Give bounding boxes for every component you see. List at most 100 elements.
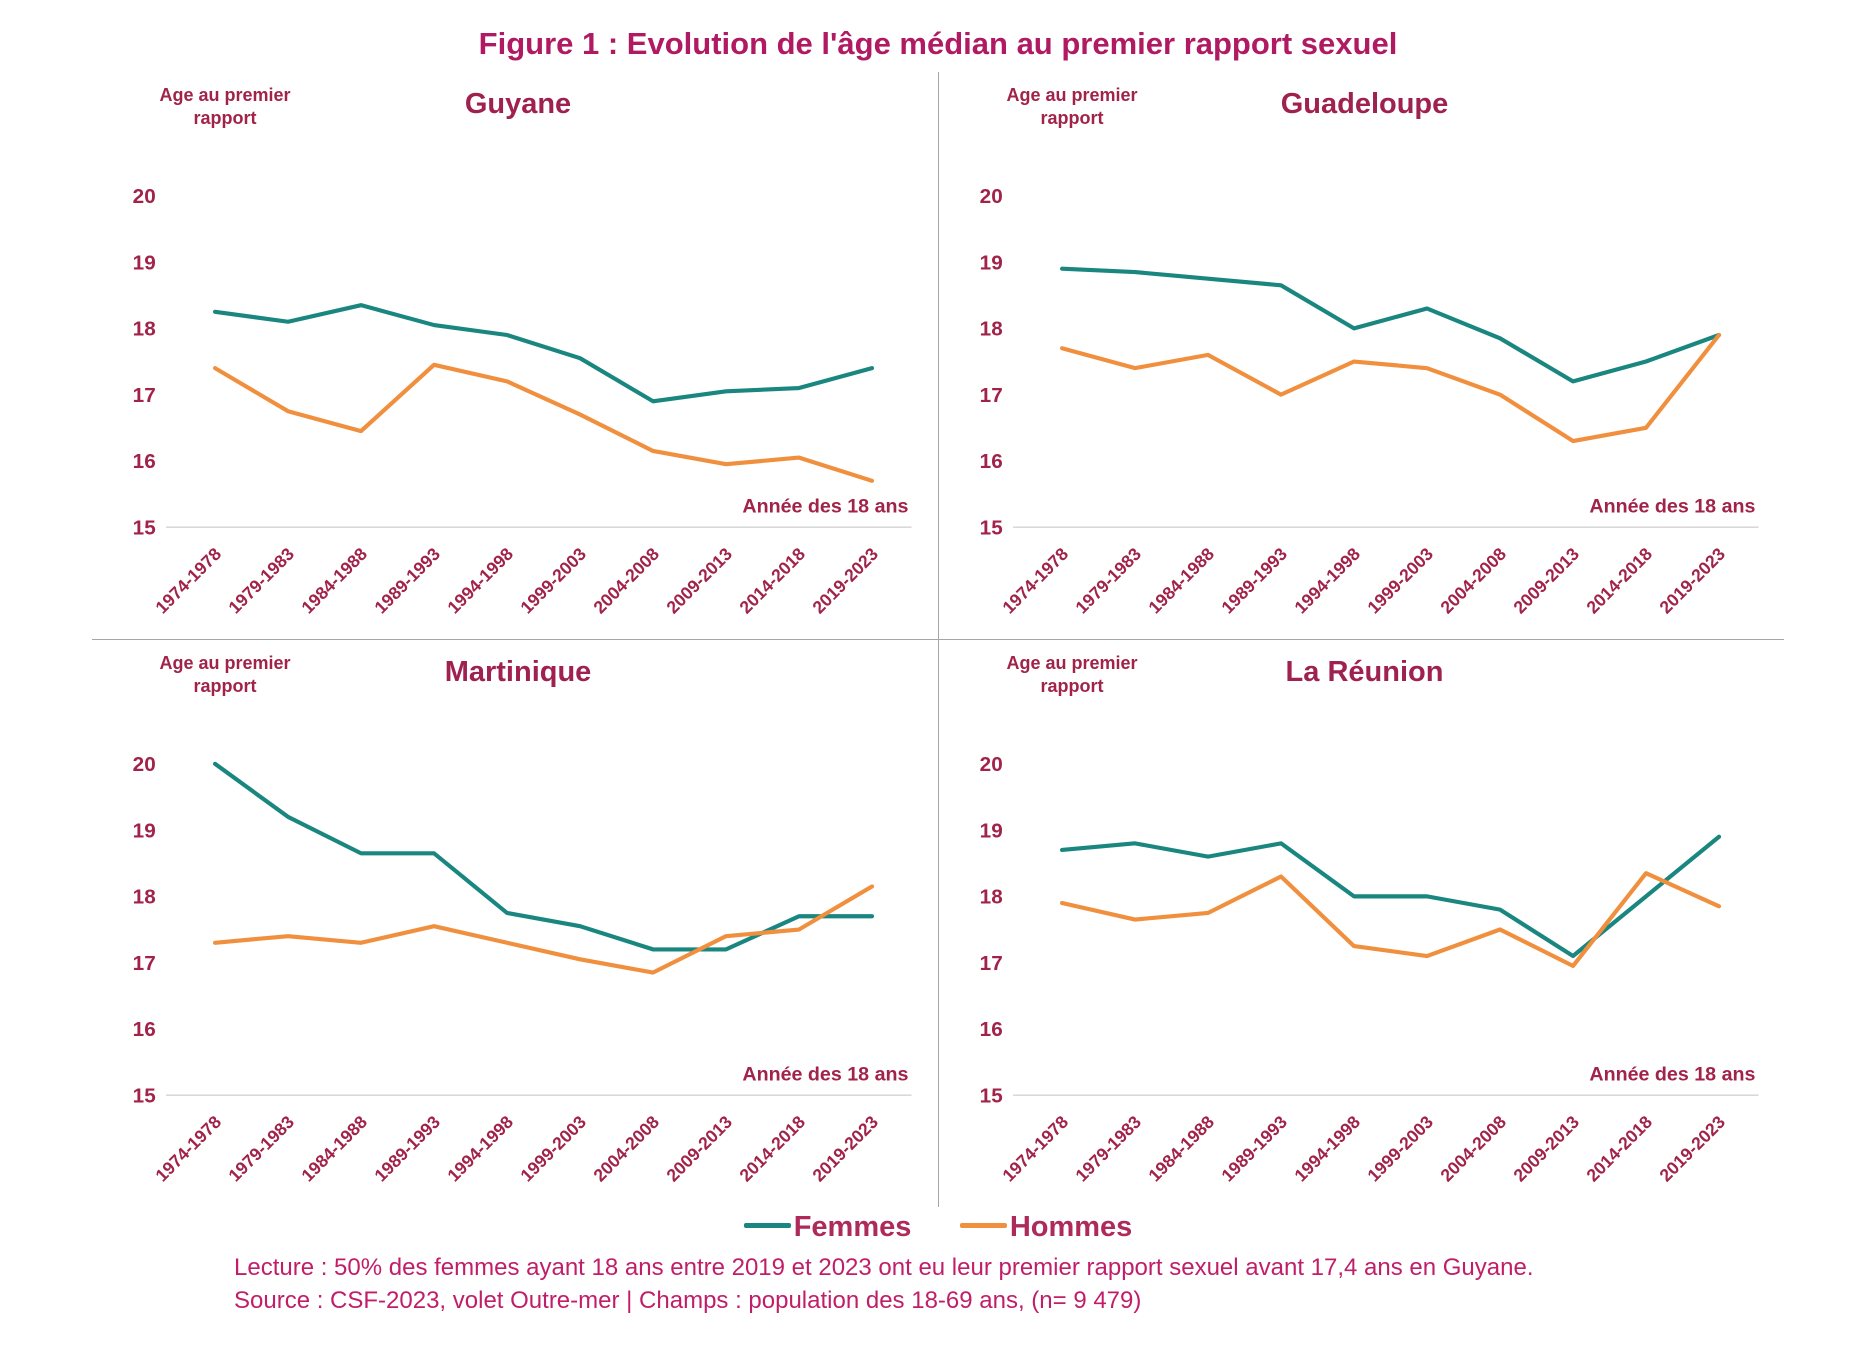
y-tick-label: 18 — [980, 886, 1003, 909]
figure-footer: Lecture : 50% des femmes ayant 18 ans en… — [234, 1254, 1876, 1315]
femmes-line — [1059, 834, 1722, 959]
y-tick-label: 19 — [133, 251, 156, 274]
hommes-line — [1059, 871, 1722, 969]
x-tick-label: 1984-1988 — [1144, 544, 1218, 618]
x-tick-label: 2019-2023 — [1655, 1112, 1729, 1186]
x-tick-label: 2004-2008 — [589, 1112, 663, 1186]
x-tick-label: 1979-1983 — [224, 544, 298, 618]
y-tick-label: 20 — [980, 185, 1003, 208]
x-tick-label: 2004-2008 — [589, 544, 663, 618]
femmes-line — [1059, 266, 1722, 384]
figure-title: Figure 1 : Evolution de l'âge médian au … — [478, 26, 1398, 61]
x-tick-label: 2014-2018 — [735, 544, 809, 618]
x-tick-label: 2019-2023 — [808, 1112, 882, 1186]
panel-head-reunion: Age au premier rapport La Réunion — [953, 644, 1776, 710]
x-tick-label: 2009-2013 — [1509, 1112, 1583, 1186]
y-tick-label: 15 — [980, 516, 1003, 539]
lecture-note: Lecture : 50% des femmes ayant 18 ans en… — [234, 1254, 1534, 1281]
legend-item-femmes: Femmes — [743, 1211, 912, 1244]
y-tick-label: 18 — [133, 318, 156, 341]
x-tick-label: 1989-1993 — [370, 544, 444, 618]
charts-grid: Age au premier rapport Guyane 20 19 18 17 16… — [92, 72, 1784, 1207]
line-chart-martinique: 20 19 18 17 16 15 Année des 18 ans 1974-1978 197… — [133, 753, 912, 1186]
x-tick-label: 2014-2018 — [1582, 1112, 1656, 1186]
panel-head-martinique: Age au premier rapport Martinique — [106, 644, 930, 710]
x-tick-label: 1994-1998 — [1290, 1112, 1364, 1186]
y-tick-label: 16 — [133, 450, 156, 473]
chart-panel-guadeloupe: Age au premier rapport Guadeloupe 20 19 18… — [938, 72, 1784, 639]
x-tick-label: 1999-2003 — [1363, 1112, 1437, 1186]
x-tick-label: 2004-2008 — [1436, 1112, 1510, 1186]
y-tick-label: 15 — [133, 516, 156, 539]
panel-head-guadeloupe: Age au premier rapport Guadeloupe — [953, 76, 1776, 142]
hommes-line-swatch-icon — [959, 1223, 1007, 1228]
x-axis-title: Année des 18 ans — [1589, 496, 1755, 518]
x-tick-label: 1974-1978 — [998, 544, 1072, 618]
x-tick-label: 2019-2023 — [1655, 544, 1729, 618]
x-tick-label: 1984-1988 — [297, 544, 371, 618]
x-tick-label: 1984-1988 — [297, 1112, 371, 1186]
x-tick-label: 1974-1978 — [998, 1112, 1072, 1186]
x-tick-label: 1994-1998 — [1290, 544, 1364, 618]
chart-title-martinique: Martinique — [444, 656, 592, 688]
y-axis-title: Age au premier rapport — [1006, 85, 1138, 129]
y-tick-label: 17 — [133, 384, 156, 407]
chart-panel-reunion: Age au premier rapport La Réunion 20 19 18… — [938, 639, 1784, 1207]
y-tick-label: 17 — [980, 952, 1003, 975]
x-tick-label: 1989-1993 — [370, 1112, 444, 1186]
y-axis-title: Age au premier rapport — [159, 85, 291, 129]
y-tick-label: 15 — [133, 1084, 156, 1107]
x-tick-label: 1974-1978 — [151, 1112, 225, 1186]
femmes-line — [212, 761, 875, 952]
x-tick-label: 1979-1983 — [224, 1112, 298, 1186]
chart-title-guyane: Guyane — [464, 88, 572, 120]
x-axis-title: Année des 18 ans — [1589, 1064, 1755, 1086]
chart-panel-guyane: Age au premier rapport Guyane 20 19 18 17 16… — [92, 72, 938, 639]
panel-head-guyane: Age au premier rapport Guyane — [106, 76, 930, 142]
x-tick-label: 2014-2018 — [1582, 544, 1656, 618]
y-tick-label: 20 — [980, 753, 1003, 776]
legend: Femmes Hommes — [0, 1211, 1876, 1244]
hommes-line — [212, 884, 875, 975]
line-chart-reunion: 20 19 18 17 16 15 Année des 18 ans 1974-1978 197… — [980, 753, 1759, 1186]
hommes-line — [212, 362, 875, 483]
x-tick-label: 2009-2013 — [662, 1112, 736, 1186]
femmes-line-swatch-icon — [743, 1223, 791, 1228]
x-tick-label: 1994-1998 — [443, 544, 517, 618]
y-tick-label: 19 — [980, 251, 1003, 274]
x-axis-title: Année des 18 ans — [742, 1064, 908, 1086]
x-tick-label: 2009-2013 — [1509, 544, 1583, 618]
y-tick-label: 19 — [980, 819, 1003, 842]
chart-panel-martinique: Age au premier rapport Martinique 20 19 18… — [92, 639, 938, 1207]
y-tick-label: 19 — [133, 819, 156, 842]
y-axis-title: Age au premier rapport — [1006, 653, 1138, 697]
x-tick-label: 1989-1993 — [1217, 1112, 1291, 1186]
x-tick-label: 1999-2003 — [1363, 544, 1437, 618]
hommes-line — [1059, 332, 1722, 444]
y-tick-label: 18 — [133, 886, 156, 909]
femmes-line — [212, 303, 875, 404]
y-tick-label: 17 — [980, 384, 1003, 407]
y-tick-label: 16 — [980, 1018, 1003, 1041]
x-tick-label: 2019-2023 — [808, 544, 882, 618]
y-axis-title: Age au premier rapport — [159, 653, 291, 697]
x-tick-label: 1989-1993 — [1217, 544, 1291, 618]
legend-label-hommes: Hommes — [1009, 1211, 1133, 1243]
chart-title-reunion: La Réunion — [1285, 656, 1444, 688]
y-tick-label: 18 — [980, 318, 1003, 341]
x-tick-label: 2009-2013 — [662, 544, 736, 618]
legend-label-femmes: Femmes — [793, 1211, 912, 1243]
x-axis-title: Année des 18 ans — [742, 496, 908, 518]
line-chart-guadeloupe: 20 19 18 17 16 15 Année des 18 ans 1974-1978 197… — [980, 185, 1759, 618]
y-tick-label: 20 — [133, 753, 156, 776]
y-tick-label: 16 — [980, 450, 1003, 473]
x-tick-label: 1999-2003 — [516, 1112, 590, 1186]
y-tick-label: 16 — [133, 1018, 156, 1041]
y-tick-label: 20 — [133, 185, 156, 208]
x-tick-label: 1974-1978 — [151, 544, 225, 618]
y-tick-label: 15 — [980, 1084, 1003, 1107]
y-tick-label: 17 — [133, 952, 156, 975]
x-tick-label: 2004-2008 — [1436, 544, 1510, 618]
x-tick-label: 1979-1983 — [1071, 1112, 1145, 1186]
